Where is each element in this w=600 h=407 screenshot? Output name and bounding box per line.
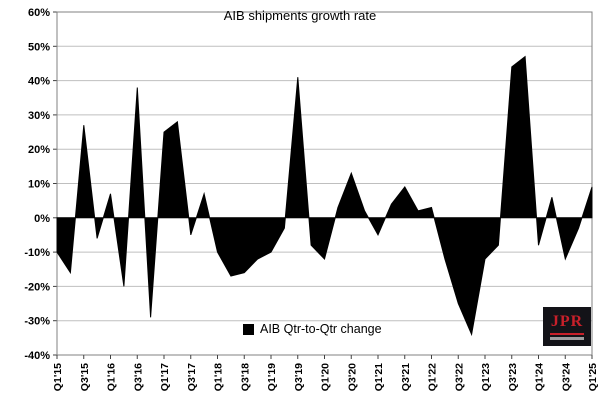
svg-text:-20%: -20% xyxy=(24,281,50,293)
legend-swatch xyxy=(243,323,254,335)
svg-text:40%: 40% xyxy=(28,76,50,88)
svg-text:Q3'22: Q3'22 xyxy=(453,363,465,391)
svg-text:Q1'19: Q1'19 xyxy=(266,363,278,391)
svg-text:30%: 30% xyxy=(28,110,50,122)
svg-text:Q3'19: Q3'19 xyxy=(293,363,305,391)
svg-text:-40%: -40% xyxy=(24,350,50,362)
svg-text:Q1'20: Q1'20 xyxy=(320,363,332,391)
svg-text:Q3'15: Q3'15 xyxy=(79,363,91,391)
chart-title: AIB shipments growth rate xyxy=(223,8,377,23)
svg-text:Q1'23: Q1'23 xyxy=(480,363,492,391)
jpr-logo: JPR xyxy=(543,307,591,346)
svg-text:-10%: -10% xyxy=(24,247,50,259)
svg-text:Q1'15: Q1'15 xyxy=(52,363,64,391)
svg-text:Q3'16: Q3'16 xyxy=(132,363,144,391)
jpr-logo-text: JPR xyxy=(550,312,584,330)
svg-text:Q1'17: Q1'17 xyxy=(159,363,171,391)
svg-text:Q1'18: Q1'18 xyxy=(213,363,225,391)
svg-text:Q1'21: Q1'21 xyxy=(373,363,385,391)
svg-text:10%: 10% xyxy=(28,179,50,191)
svg-text:Q3'21: Q3'21 xyxy=(400,363,412,391)
jpr-logo-rule xyxy=(550,332,584,335)
jpr-logo-subtext xyxy=(550,336,584,340)
svg-text:Q1'22: Q1'22 xyxy=(427,363,439,391)
svg-text:Q3'24: Q3'24 xyxy=(560,363,572,391)
svg-text:60%: 60% xyxy=(28,7,50,19)
svg-text:Q3'20: Q3'20 xyxy=(346,363,358,391)
svg-text:Q3'23: Q3'23 xyxy=(507,363,519,391)
legend-label: AIB Qtr-to-Qtr change xyxy=(260,322,382,336)
svg-text:50%: 50% xyxy=(28,41,50,53)
svg-text:20%: 20% xyxy=(28,144,50,156)
svg-text:Q1'24: Q1'24 xyxy=(534,363,546,391)
svg-text:0%: 0% xyxy=(34,213,50,225)
svg-text:Q1'16: Q1'16 xyxy=(106,363,118,391)
svg-text:Q3'17: Q3'17 xyxy=(186,363,198,391)
svg-text:Q1'25: Q1'25 xyxy=(587,363,599,391)
legend: AIB Qtr-to-Qtr change xyxy=(243,322,382,336)
svg-text:Q3'18: Q3'18 xyxy=(239,363,251,391)
svg-text:-30%: -30% xyxy=(24,316,50,328)
